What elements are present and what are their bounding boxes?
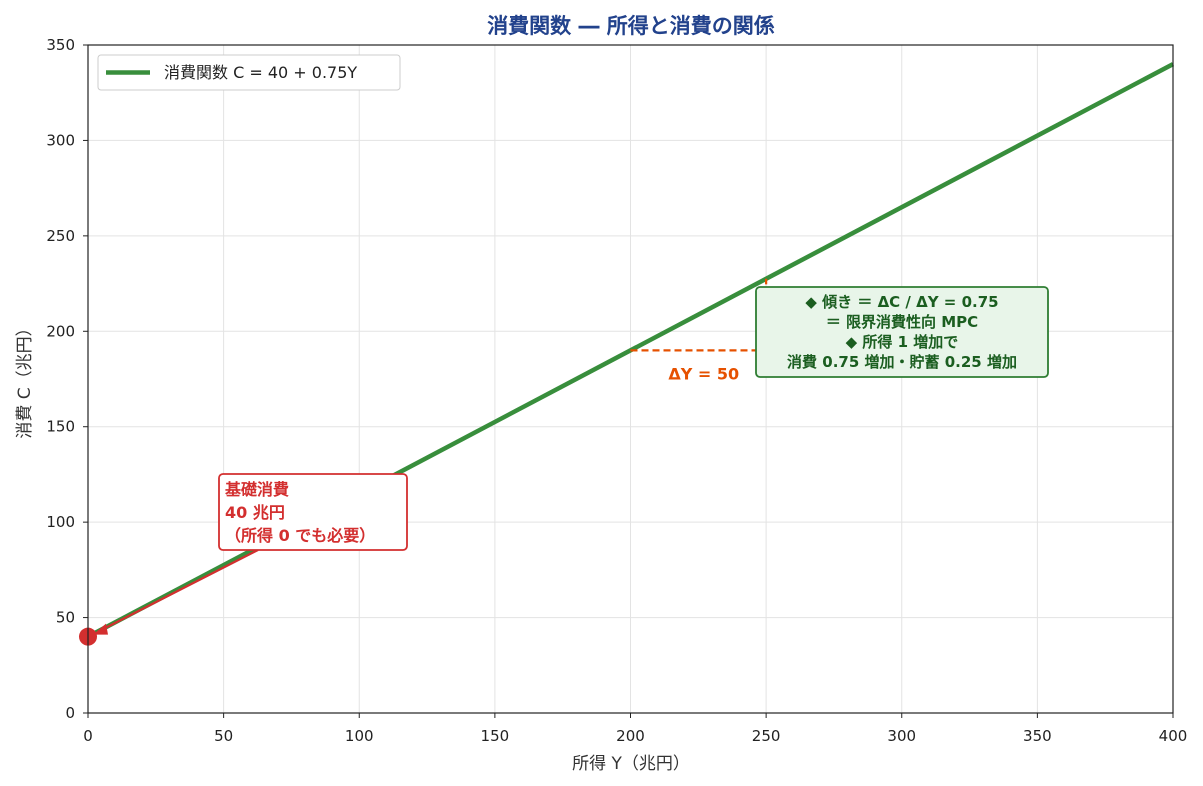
x-tick-label: 0 <box>83 727 93 745</box>
y-tick-label: 350 <box>46 36 75 54</box>
slope-note-box <box>755 286 1049 378</box>
base-consumption-text: 基礎消費 <box>224 480 289 499</box>
y-tick-label: 50 <box>56 609 75 627</box>
y-tick-label: 100 <box>46 513 75 531</box>
x-tick-label: 200 <box>616 727 645 745</box>
chart-title: 消費関数 ― 所得と消費の関係 <box>487 14 775 38</box>
annotation-layer: ΔY = 50 基礎消費 40 兆円 （所得 0 でも必要） ◆ 傾き ＝ ΔC / Δ… <box>79 278 1049 646</box>
base-consumption-text: （所得 0 でも必要） <box>225 526 375 545</box>
legend: 消費関数 C = 40 + 0.75Y <box>97 54 401 91</box>
x-tick-label: 100 <box>345 727 374 745</box>
slope-note-text: ◆ 傾き ＝ ΔC / ΔY = 0.75 <box>805 293 998 311</box>
y-tick-label: 300 <box>46 131 75 149</box>
x-tick-label: 300 <box>887 727 916 745</box>
y-tick-label: 250 <box>46 227 75 245</box>
legend-box <box>97 54 401 91</box>
plot-frame <box>87 44 1174 714</box>
delta-y-label: ΔY = 50 <box>668 364 739 383</box>
x-tick-label: 350 <box>1023 727 1052 745</box>
x-tick-label: 400 <box>1159 727 1188 745</box>
legend-label: 消費関数 C = 40 + 0.75Y <box>164 63 357 82</box>
slope-note-text: 消費 0.75 増加・貯蓄 0.25 増加 <box>787 353 1017 371</box>
x-axis-ticks: 0 50 100 150 200 250 300 350 400 <box>83 713 1187 745</box>
base-consumption-text: 40 兆円 <box>225 503 285 522</box>
y-axis-title: 消費 C（兆円） <box>15 319 35 438</box>
slope-note-text: ＝ 限界消費性向 MPC <box>826 313 978 331</box>
slope-note-text: ◆ 所得 1 増加で <box>846 333 959 351</box>
grid-lines <box>87 44 1174 714</box>
base-consumption-box <box>218 473 408 551</box>
x-tick-label: 150 <box>481 727 510 745</box>
y-tick-label: 200 <box>46 322 75 340</box>
x-tick-label: 50 <box>214 727 233 745</box>
x-axis-title: 所得 Y（兆円） <box>572 754 690 774</box>
y-tick-label: 0 <box>65 704 75 722</box>
y-axis-ticks: 0 50 100 150 200 250 300 350 <box>46 36 88 722</box>
x-tick-label: 250 <box>752 727 781 745</box>
base-consumption-arrowhead <box>93 623 108 635</box>
y-tick-label: 150 <box>46 418 75 436</box>
base-consumption-arrow-line <box>101 549 259 631</box>
